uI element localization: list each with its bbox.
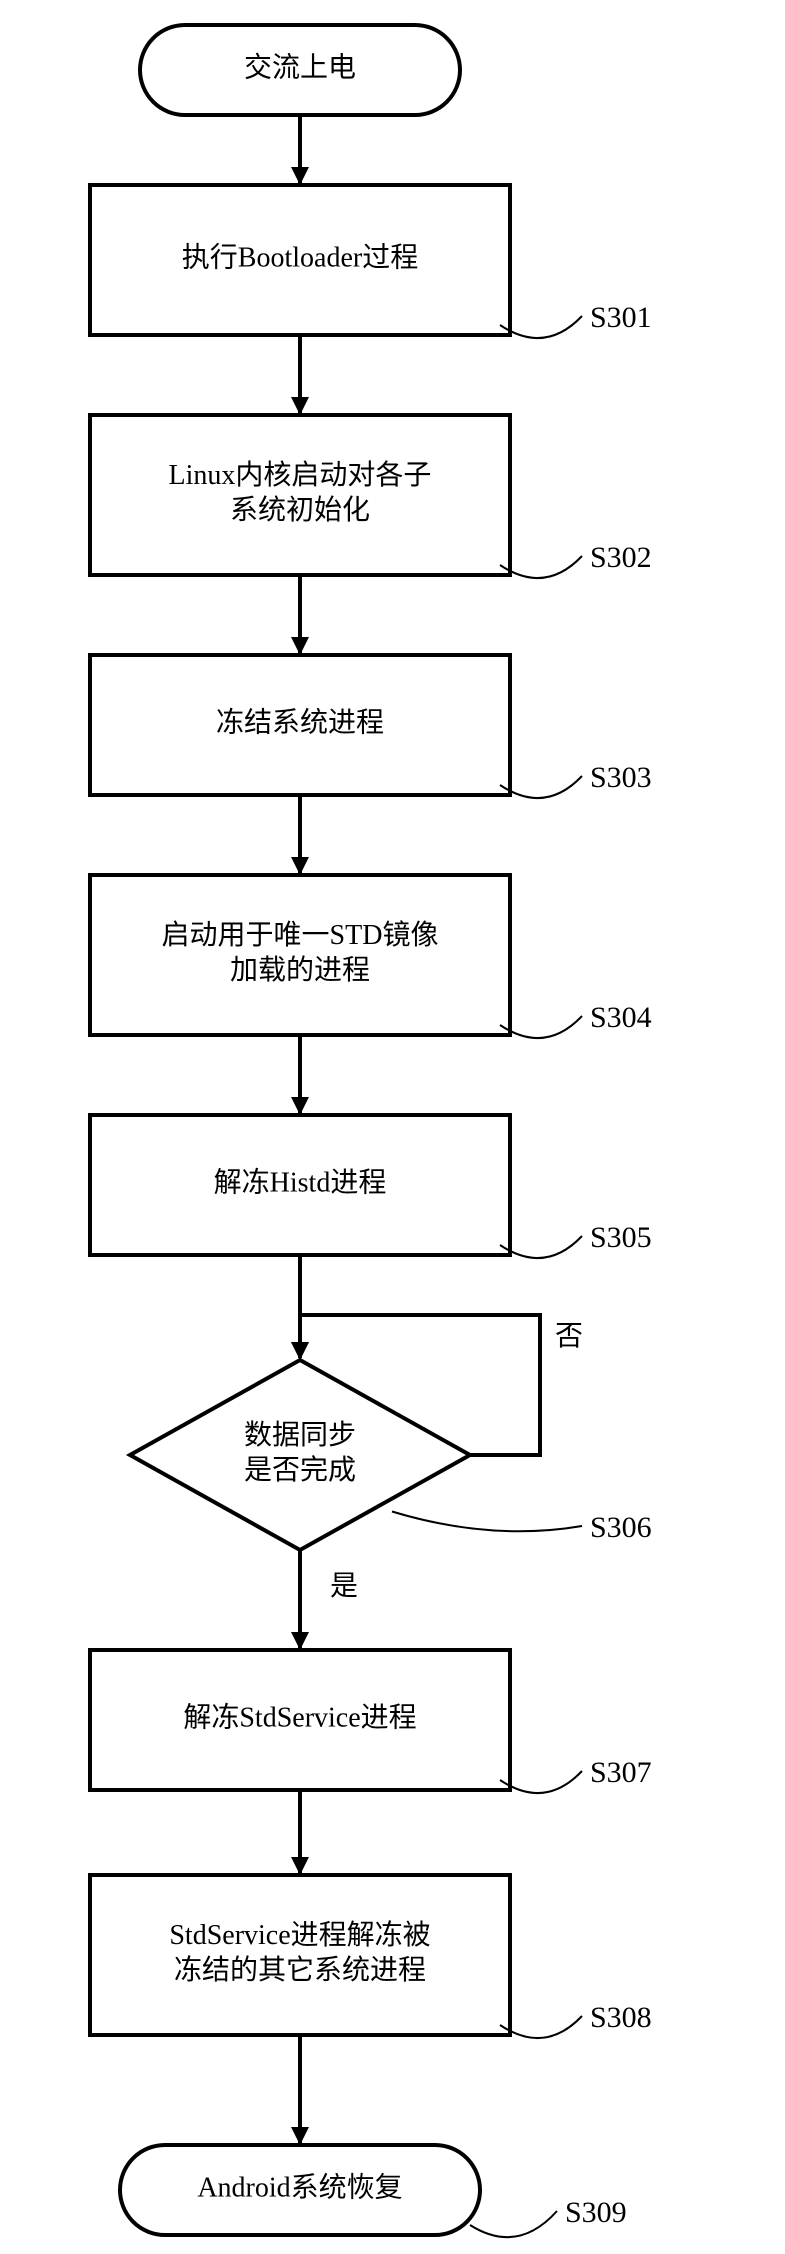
label-s304: S304 [590,1001,652,1034]
label-connector-s308 [500,2016,582,2038]
label-s305: S305 [590,1221,652,1254]
label-end: S309 [565,2196,627,2229]
label-connector-s305 [500,1236,582,1258]
decision-s306-text: 是否完成 [244,1454,356,1486]
label-s307: S307 [590,1756,652,1789]
label-connector-s301 [500,316,582,338]
arrowhead [291,2127,309,2145]
terminator-start-text: 交流上电 [244,51,356,83]
step-s308-text: 冻结的其它系统进程 [174,1954,426,1986]
step-s302-text: Linux内核启动对各子 [169,459,432,491]
label-connector-s306 [392,1512,582,1532]
arrowhead [291,637,309,655]
step-s307-text: 解冻StdService进程 [183,1701,416,1733]
label-connector-s302 [500,556,582,578]
label-s306: S306 [590,1511,652,1544]
arrowhead [291,1342,309,1360]
label-s308: S308 [590,2001,652,2034]
label-connector-s307 [500,1771,582,1793]
step-s302-text: 系统初始化 [230,494,370,526]
step-s308-text: StdService进程解冻被 [169,1919,430,1951]
decision-no-label: 否 [555,1321,583,1352]
step-s305-text: 解冻Histd进程 [214,1166,387,1198]
label-connector-s304 [500,1016,582,1038]
step-s303-text: 冻结系统进程 [216,706,384,738]
label-s301: S301 [590,301,652,334]
arrowhead [291,857,309,875]
arrowhead [291,167,309,185]
step-s304-text: 启动用于唯一STD镜像 [162,919,439,951]
arrowhead [291,397,309,415]
label-s302: S302 [590,541,652,574]
step-s304-text: 加载的进程 [230,954,370,986]
terminator-end-text: Android系统恢复 [197,2171,402,2203]
label-connector-s303 [500,776,582,798]
label-s303: S303 [590,761,652,794]
arrowhead [291,1632,309,1650]
arrowhead [291,1857,309,1875]
arrowhead [291,1097,309,1115]
decision-s306-text: 数据同步 [244,1419,356,1451]
label-connector-end [470,2211,557,2237]
step-s301-text: 执行Bootloader过程 [182,241,418,273]
decision-yes-label: 是 [330,1571,358,1602]
